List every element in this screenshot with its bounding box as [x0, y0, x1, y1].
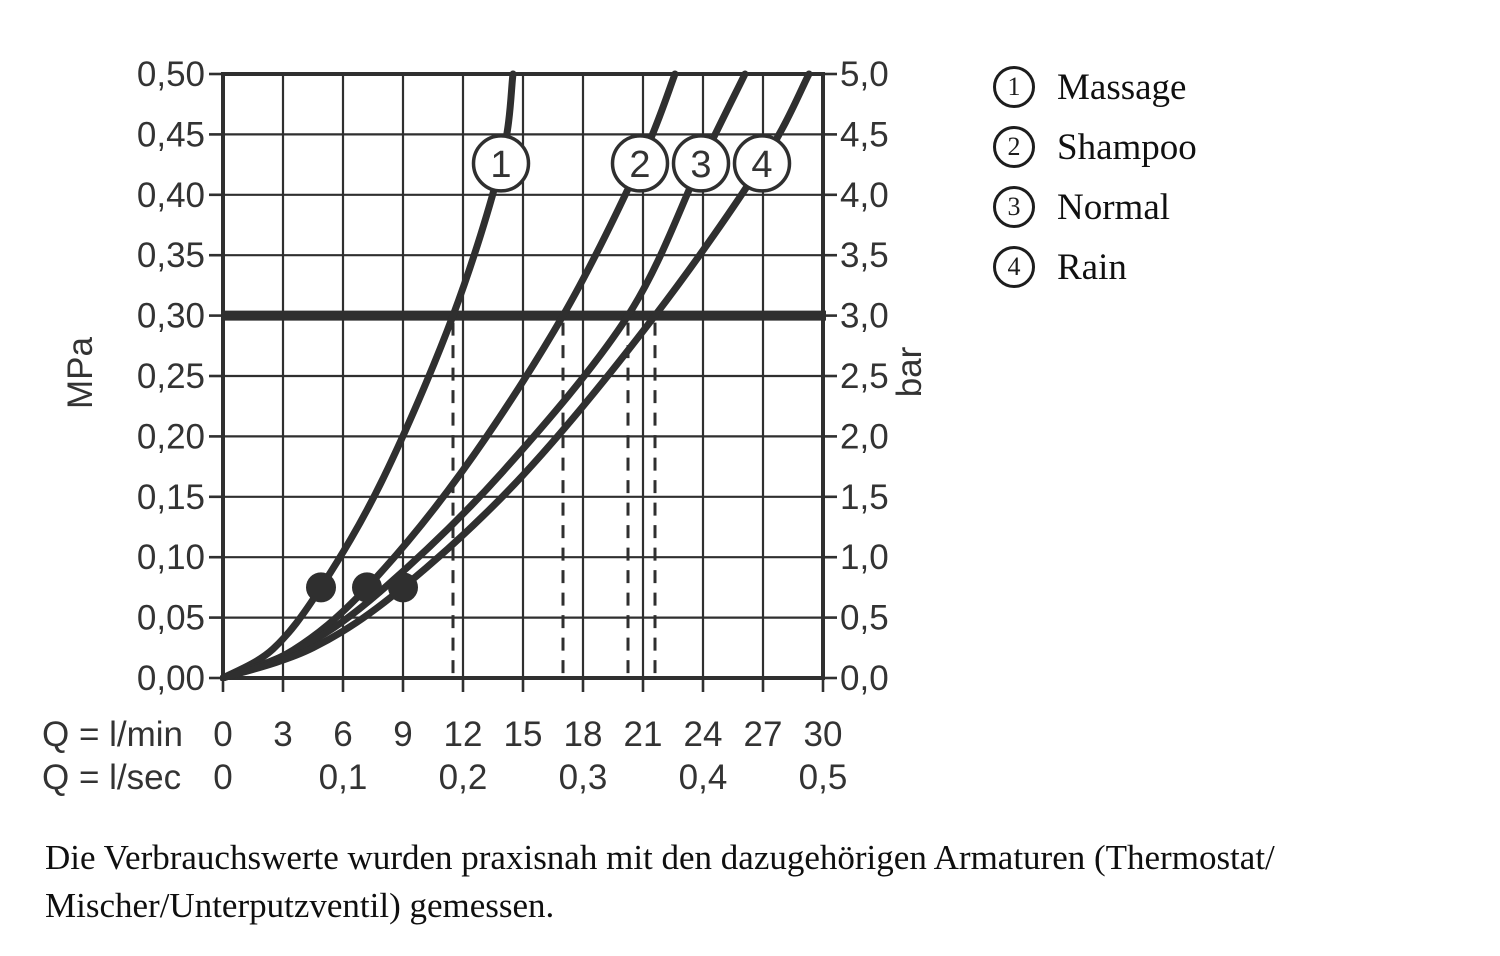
chart-legend: 1 Massage 2 Shampoo 3 Normal 4 Rain	[993, 63, 1197, 303]
y-right-tick-label: 2,0	[840, 417, 889, 456]
footer-line-1: Die Verbrauchswerte wurden praxisnah mit…	[45, 838, 1275, 877]
y-right-tick-label: 0,5	[840, 599, 889, 638]
min-flow-marker	[388, 572, 418, 603]
y-left-tick-label: 0,35	[137, 236, 205, 275]
x-lmin-tick-label: 27	[744, 715, 783, 754]
curve-badge-3: 3	[671, 134, 731, 193]
x-lsec-tick-label: 0	[213, 758, 232, 797]
y-right-tick-label: 1,5	[840, 478, 889, 517]
x-lmin-tick-label: 15	[504, 715, 543, 754]
curve-badge-number: 1	[490, 144, 511, 186]
legend-number-1-icon: 1	[993, 66, 1035, 108]
y-left-tick-label: 0,05	[137, 599, 205, 638]
y-left-tick-label: 0,25	[137, 357, 205, 396]
flow-rate-chart: 1 2 3 40,500,450,400,350,300,250,200,150,10…	[42, 55, 929, 797]
x-lsec-tick-label: 0,4	[679, 758, 728, 797]
y-right-tick-label: 1,0	[840, 538, 889, 577]
x-axis-lsec-labels: Q = l/sec 0 0,1 0,2 0,3 0,4 0,5	[42, 758, 847, 797]
y-left-tick-label: 0,15	[137, 478, 205, 517]
x-lmin-tick-label: 0	[213, 715, 232, 754]
curve-badge-4: 4	[732, 134, 792, 193]
y-left-tick-label: 0,45	[137, 115, 205, 154]
drop-lines	[451, 322, 657, 674]
curve-badge-number: 2	[629, 144, 650, 186]
y-left-tick-label: 0,00	[137, 659, 205, 698]
axis-ticks	[209, 72, 837, 692]
x-lmin-tick-label: 12	[444, 715, 483, 754]
y-right-tick-label: 3,0	[840, 297, 889, 336]
legend-item-shampoo: 2 Shampoo	[993, 123, 1197, 171]
legend-item-normal: 3 Normal	[993, 183, 1197, 231]
curve-badge-number: 4	[751, 144, 772, 186]
y-left-tick-label: 0,50	[137, 55, 205, 94]
x-lsec-tick-label: 0,2	[439, 758, 488, 797]
x-lmin-tick-label: 6	[333, 715, 352, 754]
y-left-tick-label: 0,20	[137, 417, 205, 456]
x-lsec-tick-label: 0,1	[319, 758, 368, 797]
legend-label-normal: Normal	[1057, 186, 1171, 228]
x-lmin-tick-label: 18	[564, 715, 603, 754]
y-right-unit: bar	[890, 346, 929, 397]
x-lsec-tick-label: 0,5	[799, 758, 848, 797]
legend-item-rain: 4 Rain	[993, 243, 1197, 291]
y-right-tick-label: 2,5	[840, 357, 889, 396]
y-right-tick-label: 4,5	[840, 115, 889, 154]
legend-label-shampoo: Shampoo	[1057, 126, 1197, 168]
min-flow-marker	[352, 572, 382, 603]
x-axis-label-lmin: Q = l/min	[42, 715, 183, 754]
y-right-tick-label: 5,0	[840, 55, 889, 94]
y-left-tick-label: 0,30	[137, 297, 205, 336]
footer-note: Die Verbrauchswerte wurden praxisnah mit…	[45, 834, 1275, 930]
legend-number-3-icon: 3	[993, 186, 1035, 228]
x-axis-label-lsec: Q = l/sec	[42, 758, 181, 797]
curve-badge-number: 3	[690, 144, 711, 186]
curve-badge-2: 2	[610, 134, 670, 193]
legend-label-massage: Massage	[1057, 66, 1187, 108]
y-left-tick-label: 0,10	[137, 538, 205, 577]
x-axis-lmin-labels: Q = l/min 0 3 6 9 12 15 18 21 24 27 30	[42, 715, 842, 754]
footer-line-2: Mischer/Unterputzventil) gemessen.	[45, 886, 555, 925]
y-left-tick-label: 0,40	[137, 176, 205, 215]
legend-label-rain: Rain	[1057, 246, 1127, 288]
y-left-tick-labels: 0,50 0,45 0,40 0,35 0,30 0,25 0,20 0,15 0,10 0,05…	[137, 55, 205, 698]
y-left-unit: MPa	[61, 336, 100, 409]
x-lmin-tick-label: 21	[624, 715, 663, 754]
x-lmin-tick-label: 9	[393, 715, 412, 754]
x-lmin-tick-label: 24	[684, 715, 723, 754]
legend-number-2-icon: 2	[993, 126, 1035, 168]
curve-badge-1: 1	[471, 134, 531, 193]
y-right-tick-label: 4,0	[840, 176, 889, 215]
y-right-tick-label: 3,5	[840, 236, 889, 275]
x-lmin-tick-label: 3	[273, 715, 292, 754]
x-lsec-tick-label: 0,3	[559, 758, 608, 797]
plot-frame	[221, 72, 825, 680]
y-right-tick-label: 0,0	[840, 659, 889, 698]
min-flow-marker	[306, 572, 336, 603]
min-flow-markers	[306, 572, 418, 603]
x-lmin-tick-label: 30	[804, 715, 843, 754]
legend-number-4-icon: 4	[993, 246, 1035, 288]
y-right-tick-labels: 5,0 4,5 4,0 3,5 3,0 2,5 2,0 1,5 1,0 0,5 0,0	[840, 55, 889, 698]
legend-item-massage: 1 Massage	[993, 63, 1197, 111]
